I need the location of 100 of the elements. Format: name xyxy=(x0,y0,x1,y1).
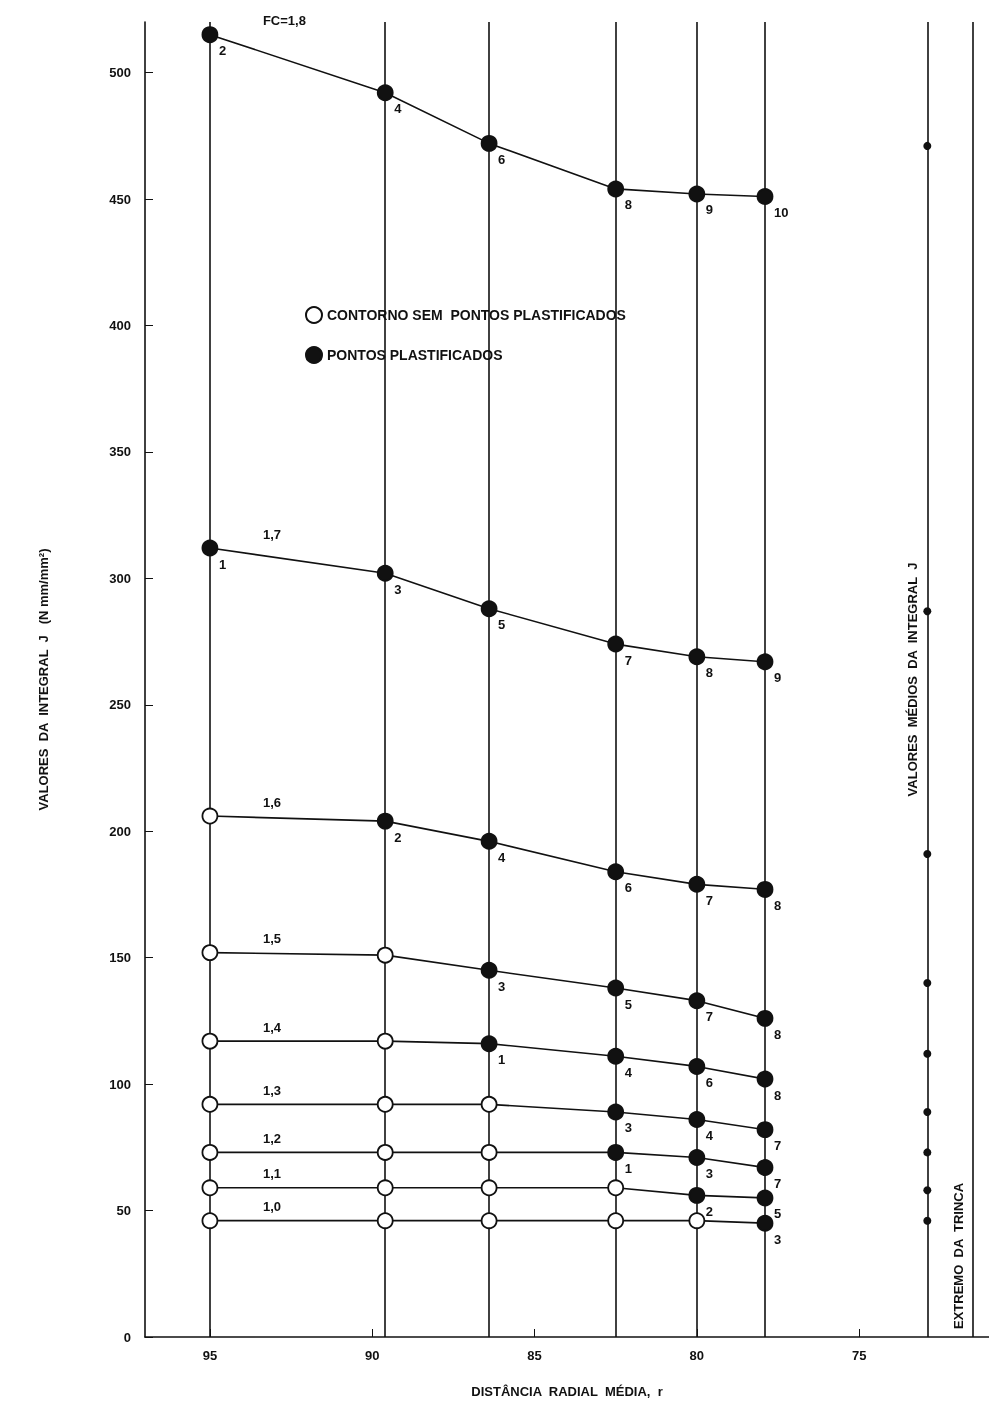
annotation: 3 xyxy=(394,581,402,597)
annotation: 8 xyxy=(705,665,714,681)
y-tick-label: 450 xyxy=(109,191,131,207)
annotation: 2 xyxy=(394,829,402,845)
point xyxy=(688,875,706,893)
point xyxy=(607,1212,625,1230)
point xyxy=(376,84,394,102)
point xyxy=(480,1179,498,1197)
point xyxy=(480,600,498,618)
point xyxy=(607,1103,625,1121)
annotation: 10 xyxy=(774,204,789,220)
y-tick-label: 150 xyxy=(109,950,131,966)
annotation: 1 xyxy=(218,556,227,572)
series-label: 1,0 xyxy=(262,1199,281,1215)
point xyxy=(201,26,219,44)
annotation: 4 xyxy=(394,101,403,117)
x-tick-label: 90 xyxy=(365,1348,380,1363)
y-tick-label: 400 xyxy=(109,317,131,333)
series-label: 1,3 xyxy=(262,1082,281,1098)
point xyxy=(607,1179,625,1197)
annotation: 7 xyxy=(705,1009,714,1025)
annotation: 7 xyxy=(774,1176,782,1192)
point xyxy=(607,1144,625,1161)
point xyxy=(923,1107,932,1116)
series-label: FC=1,8 xyxy=(262,13,306,29)
point xyxy=(607,979,625,997)
point xyxy=(480,832,498,850)
point xyxy=(688,1212,706,1230)
point xyxy=(688,185,706,203)
x-tick-label: 80 xyxy=(689,1348,705,1363)
x-tick-label: 85 xyxy=(527,1348,542,1363)
series-label: 1,1 xyxy=(262,1166,281,1182)
annotation: 7 xyxy=(705,892,714,908)
annotation: 5 xyxy=(498,617,506,633)
point xyxy=(607,180,625,198)
point xyxy=(923,1148,932,1157)
y-tick-label: 300 xyxy=(109,570,131,586)
y-tick-label: 100 xyxy=(109,1076,131,1092)
point xyxy=(201,944,219,962)
annotation: 2 xyxy=(705,1203,714,1219)
annotation: 8 xyxy=(774,897,782,913)
point xyxy=(201,1144,219,1161)
point xyxy=(756,1189,774,1207)
y-tick-label: 250 xyxy=(109,697,131,713)
point xyxy=(756,881,774,898)
point xyxy=(688,992,706,1010)
annotation: 6 xyxy=(705,1074,714,1090)
y-tick-label: 200 xyxy=(109,823,131,839)
annotation: 3 xyxy=(705,1165,714,1181)
point xyxy=(688,648,706,666)
y-tick-label: 350 xyxy=(109,444,131,460)
point xyxy=(376,812,394,830)
point xyxy=(201,1095,219,1113)
point xyxy=(607,1047,625,1065)
point xyxy=(201,539,219,557)
y-tick-label: 500 xyxy=(109,65,131,81)
annotation: 6 xyxy=(624,880,632,896)
point xyxy=(201,807,219,825)
point xyxy=(376,564,394,582)
point xyxy=(688,1111,706,1128)
ref-line-label: VALORES MÉDIOS DA INTEGRAL J xyxy=(905,562,921,797)
point xyxy=(607,863,625,881)
point xyxy=(480,1144,498,1161)
point xyxy=(480,961,498,979)
point xyxy=(201,1032,219,1050)
annotation: 5 xyxy=(774,1206,782,1222)
y-axis-title: VALORES DA INTEGRAL J (N mm/mm²) xyxy=(36,548,51,811)
point xyxy=(923,607,932,616)
point xyxy=(480,1095,498,1113)
y-tick-label: 50 xyxy=(116,1203,131,1219)
annotation: 7 xyxy=(624,652,632,668)
point xyxy=(923,978,932,987)
annotation: 6 xyxy=(498,151,506,167)
series-label: 1,7 xyxy=(262,526,281,542)
point xyxy=(756,653,774,671)
annotation: 4 xyxy=(624,1064,633,1080)
annotation: 9 xyxy=(705,202,714,218)
x-tick-label: 95 xyxy=(202,1348,218,1363)
annotation: 5 xyxy=(624,996,632,1012)
point xyxy=(688,1149,706,1166)
series-label: 1,2 xyxy=(262,1130,281,1146)
point xyxy=(376,1212,394,1230)
point xyxy=(480,1035,498,1053)
annotation: 8 xyxy=(774,1087,782,1103)
point xyxy=(376,1144,394,1161)
point xyxy=(756,1070,774,1088)
annotation: 9 xyxy=(774,670,782,686)
annotation: 3 xyxy=(624,1120,632,1136)
point xyxy=(923,1049,932,1058)
series-label: 1,6 xyxy=(262,794,281,810)
annotation: 8 xyxy=(774,1026,782,1042)
annotation: 8 xyxy=(624,197,632,213)
x-tick-label: 75 xyxy=(851,1348,867,1363)
point xyxy=(376,1179,394,1197)
annotation: 7 xyxy=(774,1138,782,1154)
point xyxy=(376,1095,394,1113)
series-label: 1,4 xyxy=(262,1019,282,1035)
point xyxy=(756,1121,774,1139)
point xyxy=(756,188,774,205)
point xyxy=(201,1179,219,1197)
